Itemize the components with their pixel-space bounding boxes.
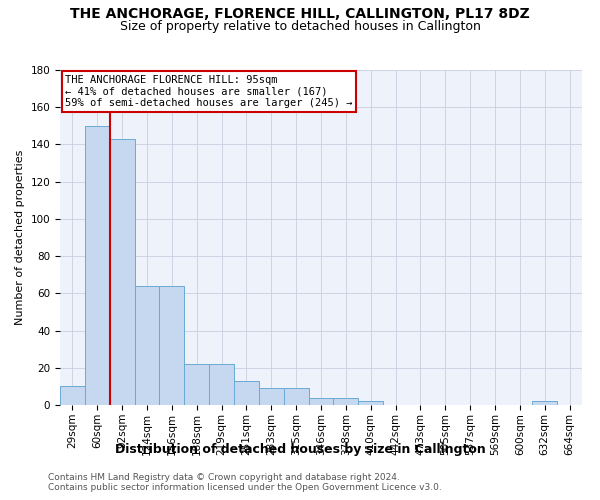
Bar <box>259 388 284 405</box>
Text: Contains HM Land Registry data © Crown copyright and database right 2024.
Contai: Contains HM Land Registry data © Crown c… <box>48 472 442 492</box>
Bar <box>134 286 160 405</box>
Y-axis label: Number of detached properties: Number of detached properties <box>15 150 25 325</box>
Text: Size of property relative to detached houses in Callington: Size of property relative to detached ho… <box>119 20 481 33</box>
Bar <box>532 402 557 405</box>
Bar <box>334 398 358 405</box>
Text: THE ANCHORAGE FLORENCE HILL: 95sqm
← 41% of detached houses are smaller (167)
59: THE ANCHORAGE FLORENCE HILL: 95sqm ← 41%… <box>65 75 353 108</box>
Bar <box>184 364 209 405</box>
Text: Distribution of detached houses by size in Callington: Distribution of detached houses by size … <box>115 442 485 456</box>
Bar <box>85 126 110 405</box>
Bar <box>284 388 308 405</box>
Bar <box>209 364 234 405</box>
Bar <box>234 381 259 405</box>
Bar <box>160 286 184 405</box>
Text: THE ANCHORAGE, FLORENCE HILL, CALLINGTON, PL17 8DZ: THE ANCHORAGE, FLORENCE HILL, CALLINGTON… <box>70 8 530 22</box>
Bar <box>358 402 383 405</box>
Bar <box>110 139 134 405</box>
Bar <box>308 398 334 405</box>
Bar <box>60 386 85 405</box>
